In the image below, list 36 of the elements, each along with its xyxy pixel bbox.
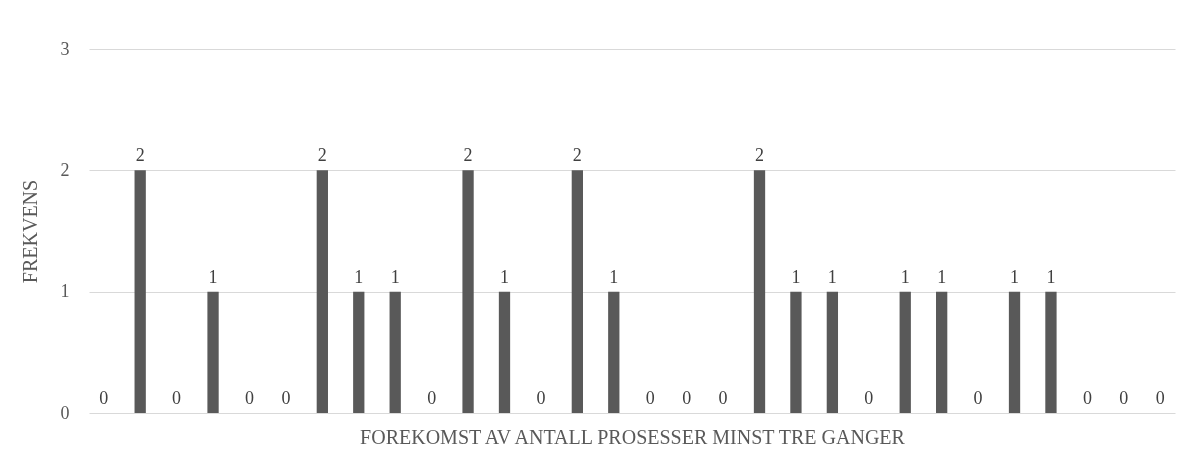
data-label: 0: [172, 388, 182, 408]
y-tick-label: 0: [60, 402, 70, 423]
data-label: 1: [791, 266, 801, 287]
data-label: 0: [281, 388, 291, 408]
data-label: 0: [99, 388, 109, 408]
data-label: 0: [427, 388, 437, 408]
data-label: 0: [1082, 388, 1092, 408]
x-axis-title: FOREKOMST AV ANTALL PROSESSER MINST TRE GANGER: [360, 425, 906, 448]
data-label: 1: [900, 266, 910, 287]
data-label: 2: [755, 145, 765, 166]
data-label: 1: [1046, 266, 1056, 287]
data-label: 2: [317, 145, 327, 166]
data-label: 0: [1155, 388, 1165, 408]
y-axis-title: FREKVENS: [18, 179, 41, 284]
data-label: 2: [572, 145, 582, 166]
data-label: 0: [864, 388, 874, 408]
data-label: 0: [1119, 388, 1129, 408]
y-tick-label: 2: [60, 159, 70, 180]
data-label: 0: [718, 388, 728, 408]
data-label: 1: [609, 266, 619, 287]
data-label: 0: [244, 388, 254, 408]
y-tick-label: 3: [60, 38, 70, 59]
data-label: 0: [973, 388, 983, 408]
data-label: 1: [1010, 266, 1020, 287]
data-label: 0: [682, 388, 692, 408]
data-label: 1: [354, 266, 364, 287]
data-label: 0: [645, 388, 655, 408]
data-label: 1: [827, 266, 837, 287]
y-tick-label: 1: [60, 281, 70, 302]
data-label: 1: [208, 266, 218, 287]
data-label: 0: [536, 388, 546, 408]
data-label: 1: [937, 266, 947, 287]
data-label: 2: [135, 145, 145, 166]
data-label: 2: [463, 145, 473, 166]
data-label: 1: [499, 266, 509, 287]
data-label: 1: [390, 266, 400, 287]
